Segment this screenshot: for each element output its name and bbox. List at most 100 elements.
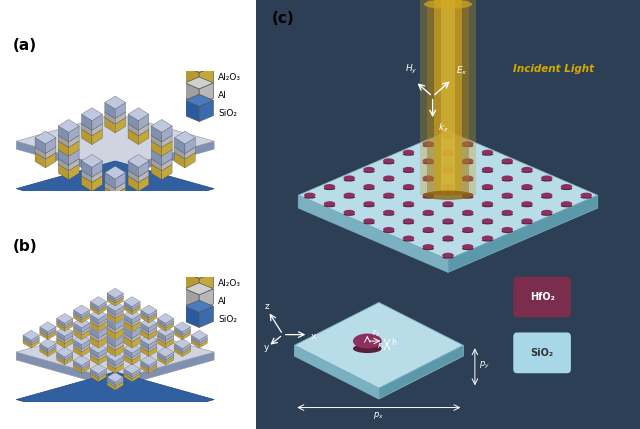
Polygon shape [141,323,157,332]
Ellipse shape [521,218,532,224]
Polygon shape [99,305,106,311]
Polygon shape [151,129,172,142]
Ellipse shape [580,196,592,199]
Ellipse shape [462,196,474,199]
Polygon shape [141,318,157,328]
Polygon shape [141,356,157,366]
Ellipse shape [442,167,454,172]
Polygon shape [132,305,140,311]
Polygon shape [115,336,124,347]
Polygon shape [90,347,106,357]
Polygon shape [105,111,125,124]
Polygon shape [40,341,56,351]
Polygon shape [132,314,140,324]
Polygon shape [166,338,173,348]
Polygon shape [115,141,214,177]
Ellipse shape [304,193,316,198]
Ellipse shape [383,213,394,216]
Polygon shape [124,319,132,326]
Polygon shape [40,338,56,348]
Text: $p_y$: $p_y$ [479,360,490,371]
Ellipse shape [344,213,355,216]
Polygon shape [151,152,172,165]
Ellipse shape [383,196,394,199]
Polygon shape [90,319,99,326]
Polygon shape [99,348,106,357]
Polygon shape [124,347,140,357]
Ellipse shape [422,158,434,163]
Text: $k_z$: $k_z$ [438,121,448,134]
Polygon shape [65,321,73,328]
Ellipse shape [541,210,552,215]
Ellipse shape [482,167,493,172]
Polygon shape [107,382,115,390]
Polygon shape [35,141,56,154]
Polygon shape [90,317,106,326]
Text: (b): (b) [12,239,37,254]
Polygon shape [58,164,68,180]
Ellipse shape [422,193,434,198]
Polygon shape [57,352,65,360]
Polygon shape [115,342,124,350]
Ellipse shape [442,256,454,259]
Ellipse shape [442,153,454,156]
Polygon shape [74,313,81,320]
Polygon shape [57,314,73,323]
Ellipse shape [424,0,472,9]
Ellipse shape [403,218,414,224]
Polygon shape [105,175,125,188]
Polygon shape [185,272,199,294]
Polygon shape [105,166,125,179]
Ellipse shape [403,170,414,173]
Ellipse shape [442,187,454,190]
Ellipse shape [344,196,355,199]
Polygon shape [124,314,140,324]
Polygon shape [115,329,124,340]
Polygon shape [23,333,39,343]
Polygon shape [68,136,79,147]
Polygon shape [157,352,173,362]
Polygon shape [45,138,56,154]
Polygon shape [128,124,138,136]
Ellipse shape [541,196,552,199]
Ellipse shape [422,210,434,215]
Bar [441,0,455,195]
Polygon shape [175,153,185,168]
Ellipse shape [383,158,394,163]
Polygon shape [157,338,166,348]
Polygon shape [74,360,90,370]
Text: Al: Al [218,91,227,100]
Ellipse shape [462,227,474,232]
Polygon shape [128,176,138,191]
Polygon shape [182,347,191,353]
Polygon shape [141,325,157,335]
Polygon shape [107,372,124,382]
Polygon shape [90,314,106,324]
Polygon shape [105,106,125,118]
Polygon shape [107,308,124,318]
Polygon shape [199,338,207,345]
Ellipse shape [502,230,513,233]
Polygon shape [115,352,214,388]
Ellipse shape [442,150,454,155]
Polygon shape [151,149,162,165]
Text: $r_x$: $r_x$ [372,327,380,338]
Polygon shape [90,350,106,360]
Polygon shape [81,360,90,369]
Polygon shape [128,170,138,182]
Polygon shape [157,350,173,360]
Polygon shape [157,347,173,357]
Polygon shape [141,310,157,320]
Polygon shape [40,347,48,353]
Polygon shape [74,365,81,373]
Polygon shape [92,114,102,130]
Polygon shape [138,176,149,191]
Polygon shape [166,336,173,343]
Polygon shape [199,289,213,310]
Ellipse shape [344,210,355,215]
Polygon shape [185,66,199,88]
Polygon shape [107,345,115,356]
Polygon shape [40,322,56,332]
Polygon shape [149,330,157,340]
Polygon shape [68,126,79,142]
